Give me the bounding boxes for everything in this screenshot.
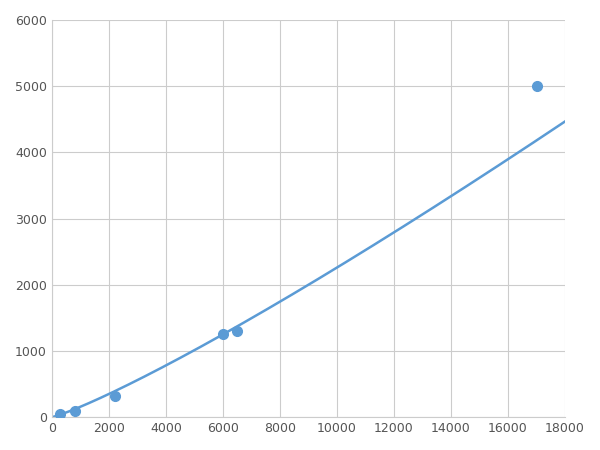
Point [110, 392, 119, 400]
Point [218, 330, 228, 338]
Point [56, 410, 65, 418]
Point [70, 407, 79, 414]
Point [532, 83, 541, 90]
Point [232, 328, 242, 335]
